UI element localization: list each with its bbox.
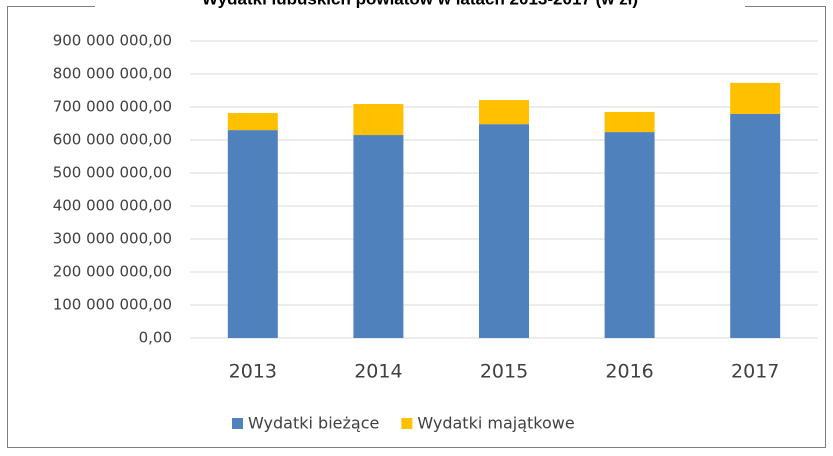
bar-segment [604,132,655,338]
y-tick-label: 700 000 000,00 [53,98,172,116]
y-tick-label: 0,00 [139,329,172,347]
bar-segment [479,100,529,125]
x-tick-label: 2013 [229,361,277,383]
chart-title: Wydatki lubuskich powiatów w latach 2013… [202,0,638,8]
title-background [95,0,745,12]
x-tick-label: 2016 [605,361,653,383]
bar-segment [730,113,781,339]
y-tick-label: 600 000 000,00 [53,131,172,149]
y-tick-label: 200 000 000,00 [53,263,172,281]
bar-segment [227,130,278,338]
bar-segment [227,112,278,131]
x-tick-label: 2015 [480,361,528,383]
bar-segment [479,124,529,338]
x-tick-label: 2014 [354,361,402,383]
legend-swatch [401,418,413,429]
legend-swatch [232,418,243,429]
legend-label: Wydatki bieżące [248,414,379,433]
chart-frame [7,6,826,448]
bar-segment [353,135,404,338]
bar-segment [353,104,404,136]
y-tick-label: 800 000 000,00 [53,65,172,83]
x-tick-label: 2017 [731,361,779,383]
y-tick-label: 500 000 000,00 [53,164,172,182]
y-tick-label: 400 000 000,00 [53,197,172,215]
y-tick-label: 100 000 000,00 [53,296,172,314]
bar-segment [730,82,781,114]
y-tick-label: 900 000 000,00 [53,32,172,50]
y-tick-label: 300 000 000,00 [53,230,172,248]
bar-segment [604,111,655,133]
legend-label: Wydatki majątkowe [417,414,574,433]
